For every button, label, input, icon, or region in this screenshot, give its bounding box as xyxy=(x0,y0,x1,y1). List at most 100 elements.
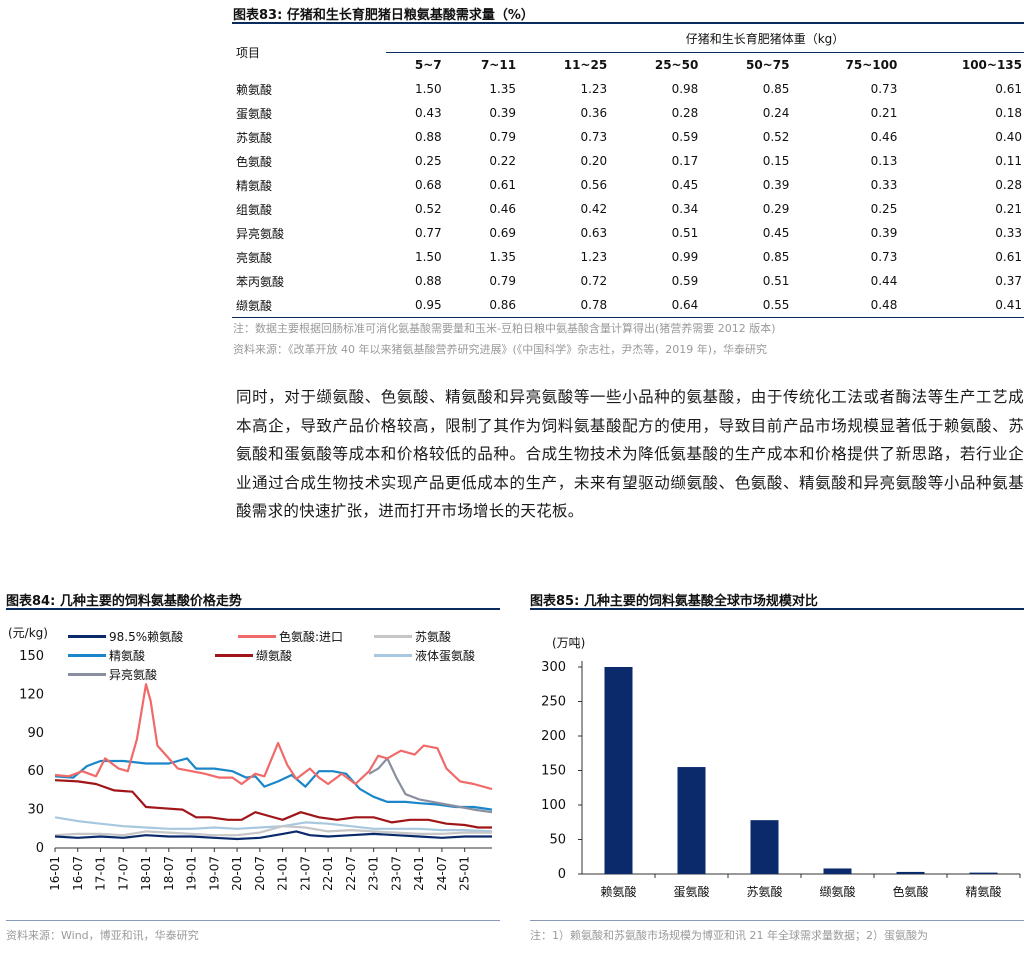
x-tick-label: 23-07 xyxy=(389,856,403,891)
table-cell: 0.86 xyxy=(443,293,519,318)
bar xyxy=(896,871,925,874)
y-tick-label: 250 xyxy=(541,695,566,710)
table-row-label: 精氨酸 xyxy=(236,178,273,193)
table-cell: 0.33 xyxy=(870,178,898,192)
y-tick-label: 0 xyxy=(558,867,566,882)
y-tick-label: 150 xyxy=(19,649,44,664)
legend-swatch xyxy=(68,654,106,657)
table-row-label: 缬氨酸 xyxy=(232,293,386,318)
table-cell: 0.59 xyxy=(671,274,699,288)
table-row-label: 异亮氨酸 xyxy=(236,226,285,241)
figure-85-note: 注：1）赖氨酸和苏氨酸市场规模为博亚和讯 21 年全球需求量数据；2）蛋氨酸为 xyxy=(530,929,928,942)
table-cell: 0.72 xyxy=(580,274,608,288)
table-cell: 0.52 xyxy=(762,130,790,144)
table-cell: 0.24 xyxy=(762,106,790,120)
table-cell: 0.29 xyxy=(762,202,790,216)
table-cell: 0.64 xyxy=(609,293,701,318)
table-row: 苏氨酸 0.88 0.79 0.73 0.59 0.52 0.46 0.40 xyxy=(232,125,1024,149)
legend-swatch xyxy=(374,635,412,638)
table-cell: 0.34 xyxy=(671,202,699,216)
table-cell: 0.88 xyxy=(414,274,442,288)
legend-item: 色氨酸:进口 xyxy=(238,628,343,645)
legend-label: 异亮氨酸 xyxy=(109,668,158,682)
table-cell: 0.28 xyxy=(995,178,1022,192)
table-column-header: 11~25 xyxy=(563,58,608,72)
table-row: 赖氨酸 1.50 1.35 1.23 0.98 0.85 0.73 0.61 xyxy=(232,77,1024,101)
y-axis-unit-label: (元/kg) xyxy=(8,626,48,640)
bar xyxy=(823,868,852,874)
x-tick-label: 23-01 xyxy=(367,856,381,891)
table-row: 亮氨酸 1.50 1.35 1.23 0.99 0.85 0.73 0.61 xyxy=(232,245,1024,269)
amino-acid-requirement-table: 项目 仔猪和生长育肥猪体重（kg） 5~7 7~11 11~25 25~50 50~75… xyxy=(232,24,1024,318)
y-tick-label: 120 xyxy=(19,687,44,702)
x-tick-label: 25-01 xyxy=(458,856,472,891)
table-cell: 0.73 xyxy=(580,130,608,144)
table-column-header: 25~50 xyxy=(654,58,699,72)
table-row: 精氨酸 0.68 0.61 0.56 0.45 0.39 0.33 0.28 xyxy=(232,173,1024,197)
x-tick-label: 色氨酸 xyxy=(892,884,928,899)
table-cell: 0.25 xyxy=(870,202,898,216)
figure-85-bottom-rule xyxy=(530,920,1024,921)
table-cell: 0.79 xyxy=(489,130,517,144)
table-cell: 0.61 xyxy=(489,178,517,192)
y-tick-label: 300 xyxy=(541,660,566,675)
table-row: 蛋氨酸 0.43 0.39 0.36 0.28 0.24 0.21 0.18 xyxy=(232,101,1024,125)
table-cell: 0.63 xyxy=(580,226,608,240)
table-cell: 0.73 xyxy=(870,82,898,96)
legend-label: 98.5%赖氨酸 xyxy=(109,630,184,644)
table-row: 组氨酸 0.52 0.46 0.42 0.34 0.29 0.25 0.21 xyxy=(232,197,1024,221)
x-tick-label: 蛋氨酸 xyxy=(673,884,709,899)
x-tick-label: 20-07 xyxy=(253,856,267,891)
table-cell: 0.37 xyxy=(995,274,1022,288)
series-line xyxy=(54,830,492,841)
table-cell: 0.55 xyxy=(700,293,792,318)
legend-label: 液体蛋氨酸 xyxy=(415,649,476,663)
body-paragraph: 同时，对于缬氨酸、色氨酸、精氨酸和异亮氨酸等一些小品种的氨基酸，由于传统化工法或… xyxy=(236,388,1024,520)
bar xyxy=(750,820,779,874)
x-tick-label: 24-01 xyxy=(412,856,426,891)
table-cell: 1.35 xyxy=(489,82,517,96)
table-cell: 0.36 xyxy=(580,106,608,120)
table-column-header: 100~135 xyxy=(961,58,1022,72)
table-cell: 0.61 xyxy=(995,82,1022,96)
legend-item: 液体蛋氨酸 xyxy=(374,647,475,664)
table-cell: 0.51 xyxy=(671,226,699,240)
table-cell: 0.61 xyxy=(995,250,1022,264)
series-line xyxy=(54,825,492,837)
figure-84-bottom-rule xyxy=(6,920,500,921)
table-row: 色氨酸 0.25 0.22 0.20 0.17 0.15 0.13 0.11 xyxy=(232,149,1024,173)
y-tick-label: 30 xyxy=(27,803,44,818)
table-cell: 1.23 xyxy=(580,250,608,264)
table-cell: 0.15 xyxy=(762,154,790,168)
figure-84-title: 图表84: 几种主要的饲料氨基酸价格走势 xyxy=(6,594,242,609)
table-cell: 0.40 xyxy=(995,130,1022,144)
table-row: 缬氨酸 0.95 0.86 0.78 0.64 0.55 0.48 0.41 xyxy=(232,293,1024,318)
table-column-header: 7~11 xyxy=(480,58,517,72)
legend-label: 苏氨酸 xyxy=(415,630,452,644)
y-tick-label: 50 xyxy=(549,833,566,848)
table-cell: 0.68 xyxy=(414,178,442,192)
series-line xyxy=(54,757,493,811)
legend-label: 精氨酸 xyxy=(109,649,146,663)
legend-swatch xyxy=(215,654,253,657)
x-tick-label: 赖氨酸 xyxy=(600,884,636,899)
series-line xyxy=(54,779,492,829)
legend-item: 98.5%赖氨酸 xyxy=(68,628,183,645)
table-cell: 0.44 xyxy=(870,274,898,288)
series-line xyxy=(54,816,493,833)
bar xyxy=(969,872,998,874)
table-column-header: 50~75 xyxy=(745,58,790,72)
table-cell: 0.95 xyxy=(386,293,444,318)
legend-swatch xyxy=(68,673,106,676)
table-row-label: 色氨酸 xyxy=(236,154,273,169)
table-cell: 0.46 xyxy=(870,130,898,144)
table-row: 异亮氨酸 0.77 0.69 0.63 0.51 0.45 0.39 0.33 xyxy=(232,221,1024,245)
y-tick-label: 90 xyxy=(27,726,44,741)
table-cell: 1.50 xyxy=(414,82,442,96)
table-cell: 0.39 xyxy=(762,178,790,192)
table-cell: 0.46 xyxy=(489,202,517,216)
legend-item: 缬氨酸 xyxy=(215,647,292,664)
table-row-label: 苯丙氨酸 xyxy=(236,274,285,289)
figure-83-title: 图表83: 仔猪和生长育肥猪日粮氨基酸需求量（%） xyxy=(233,8,534,23)
legend-swatch xyxy=(68,635,106,638)
